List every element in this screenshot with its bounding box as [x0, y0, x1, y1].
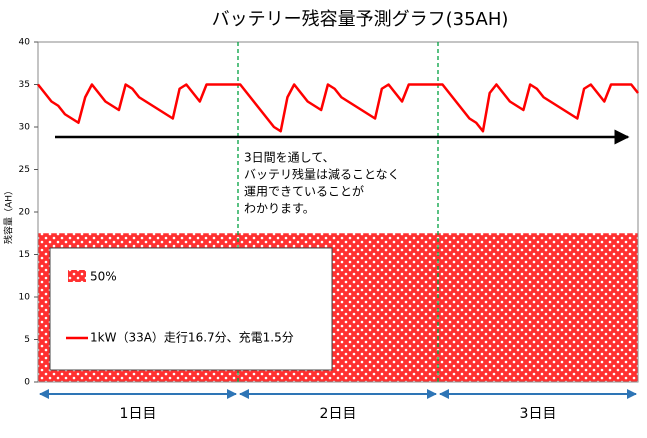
legend-swatch: [68, 270, 86, 282]
day-label: 3日目: [520, 406, 557, 422]
y-tick-label: 5: [24, 335, 30, 345]
day-label: 1日目: [120, 406, 157, 422]
annotation: バッテリ残量は減ることなく: [244, 167, 400, 182]
annotation: わかります。: [244, 202, 315, 216]
annotation: 運用できていることが: [244, 184, 364, 199]
y-tick-label: 0: [24, 378, 30, 388]
y-tick-label: 15: [19, 250, 30, 260]
legend-label: 1kW（33A）走行16.7分、充電1.5分: [90, 330, 294, 345]
y-tick-label: 40: [19, 38, 31, 48]
legend-box: [49, 247, 333, 371]
y-tick-label: 20: [19, 208, 31, 218]
y-axis-label: 残容量（AH）: [3, 186, 15, 244]
series-line: [37, 83, 639, 133]
y-tick-label: 25: [19, 165, 30, 175]
y-tick-label: 35: [19, 80, 30, 90]
legend-label: 50%: [90, 270, 117, 284]
annotation: 3日間を通して、: [244, 151, 335, 165]
chart-title: バッテリー残容量予測グラフ(35AH): [212, 9, 509, 30]
day-label: 2日目: [320, 406, 357, 422]
y-tick-label: 10: [19, 293, 31, 303]
y-tick-label: 30: [19, 123, 31, 133]
